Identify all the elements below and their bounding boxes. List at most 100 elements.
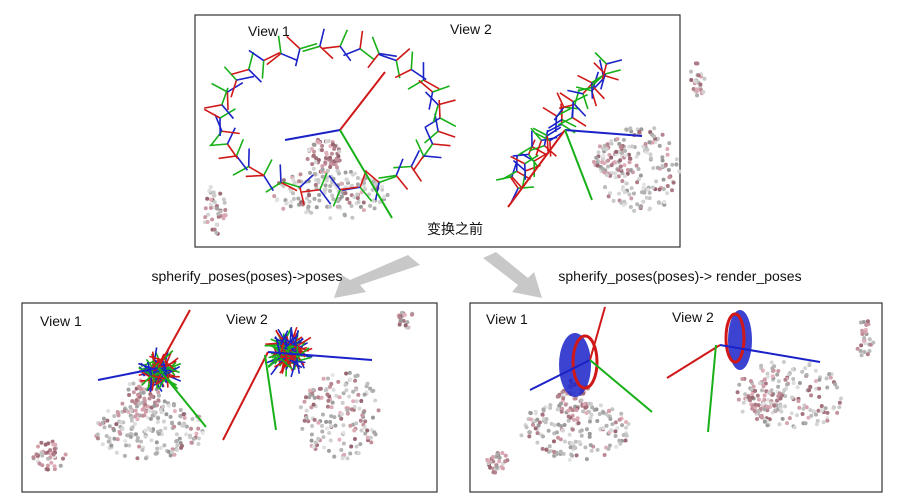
camera-axis	[594, 52, 608, 65]
point	[177, 436, 182, 441]
point	[218, 209, 223, 214]
point	[166, 449, 171, 454]
camera-axis	[274, 337, 289, 347]
camera-axis	[600, 73, 606, 90]
point	[120, 401, 125, 406]
point	[46, 456, 51, 461]
point	[650, 140, 655, 145]
point	[308, 170, 313, 175]
point	[45, 463, 50, 468]
point	[765, 374, 770, 379]
caption: 变换之前	[427, 221, 483, 237]
camera-axis	[542, 106, 557, 117]
point	[328, 216, 333, 221]
point	[828, 375, 833, 380]
camera-axis	[211, 82, 228, 93]
camera-axis	[592, 86, 606, 100]
point	[579, 398, 584, 403]
point	[757, 381, 762, 386]
camera-axis	[294, 48, 301, 67]
point	[665, 191, 670, 196]
point	[691, 87, 696, 92]
point	[321, 435, 326, 440]
camera-axis	[559, 92, 574, 103]
point	[740, 377, 745, 382]
point	[151, 409, 156, 414]
point	[618, 441, 623, 446]
point	[816, 408, 821, 413]
point	[747, 398, 752, 403]
point	[643, 142, 648, 147]
point	[50, 439, 55, 444]
point	[358, 442, 363, 447]
point	[695, 93, 700, 98]
point	[803, 366, 808, 371]
point	[637, 129, 642, 134]
point	[344, 177, 349, 182]
point	[53, 442, 58, 447]
point	[660, 163, 665, 168]
point	[631, 191, 636, 196]
point	[39, 450, 44, 455]
point	[601, 153, 606, 158]
point	[628, 126, 633, 131]
camera-axis	[437, 130, 456, 138]
point	[584, 427, 589, 432]
point	[313, 440, 318, 445]
point	[332, 146, 337, 151]
point	[311, 153, 316, 158]
point	[356, 392, 361, 397]
point	[150, 413, 155, 418]
point	[519, 433, 524, 438]
point	[573, 396, 578, 401]
point	[619, 150, 624, 155]
point	[527, 434, 532, 439]
camera-axis	[367, 53, 380, 69]
point	[756, 403, 761, 408]
point	[140, 413, 145, 418]
point	[817, 377, 822, 382]
point	[662, 200, 667, 205]
point	[755, 393, 760, 398]
camera-axis	[546, 126, 562, 137]
point	[814, 386, 819, 391]
camera-axis	[512, 159, 527, 172]
point	[627, 192, 632, 197]
point	[627, 156, 632, 161]
point	[335, 168, 340, 173]
camera-axis	[423, 79, 440, 90]
point	[330, 193, 335, 198]
camera-axis	[553, 106, 565, 121]
point	[791, 377, 796, 382]
point	[776, 384, 781, 389]
point	[323, 183, 328, 188]
point	[606, 194, 611, 199]
point	[503, 459, 508, 464]
point	[190, 416, 195, 421]
point	[601, 410, 606, 415]
point	[112, 414, 117, 419]
point	[595, 447, 600, 452]
point	[693, 79, 698, 84]
point	[191, 436, 196, 441]
point	[661, 177, 666, 182]
point	[648, 156, 653, 161]
point	[128, 434, 133, 439]
point	[821, 420, 826, 425]
point	[40, 453, 45, 458]
point	[620, 187, 625, 192]
point	[168, 453, 173, 458]
point	[595, 418, 600, 423]
point	[317, 386, 322, 391]
point	[549, 421, 554, 426]
point	[785, 382, 790, 387]
point	[365, 435, 370, 440]
point	[559, 409, 564, 414]
point	[359, 398, 364, 403]
point	[503, 453, 508, 458]
point	[302, 399, 307, 404]
point	[330, 372, 335, 377]
camera-axis	[428, 91, 434, 110]
point	[702, 76, 707, 81]
point	[210, 217, 215, 222]
